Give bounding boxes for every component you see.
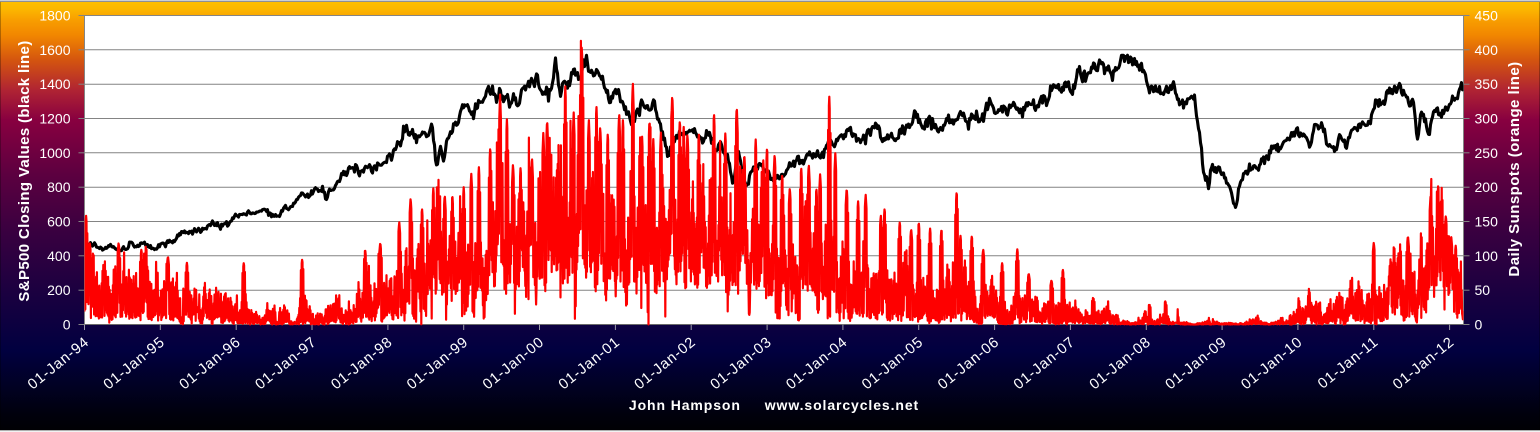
svg-text:400: 400 xyxy=(47,248,71,264)
svg-text:300: 300 xyxy=(1475,111,1499,127)
svg-text:John Hampson www.solarcycl: John Hampson www.solarcycles.net xyxy=(629,397,919,413)
svg-text:50: 50 xyxy=(1475,282,1491,298)
svg-text:250: 250 xyxy=(1475,145,1499,161)
svg-text:1000: 1000 xyxy=(39,145,70,161)
svg-text:01-Jan-94: 01-Jan-94 xyxy=(25,334,92,393)
svg-text:150: 150 xyxy=(1475,214,1499,230)
svg-text:01-Jan-12: 01-Jan-12 xyxy=(1390,334,1457,393)
svg-text:01-Jan-11: 01-Jan-11 xyxy=(1315,334,1382,392)
svg-text:1200: 1200 xyxy=(39,111,70,127)
svg-text:01-Jan-07: 01-Jan-07 xyxy=(1011,334,1078,393)
svg-text:01-Jan-10: 01-Jan-10 xyxy=(1238,334,1305,393)
svg-text:100: 100 xyxy=(1475,248,1499,264)
svg-text:01-Jan-95: 01-Jan-95 xyxy=(101,334,168,393)
svg-text:200: 200 xyxy=(1475,179,1499,195)
svg-text:200: 200 xyxy=(47,282,71,298)
svg-text:01-Jan-01: 01-Jan-01 xyxy=(556,334,623,393)
svg-text:0: 0 xyxy=(63,317,71,333)
svg-text:01-Jan-99: 01-Jan-99 xyxy=(404,334,471,393)
svg-text:01-Jan-08: 01-Jan-08 xyxy=(1087,334,1154,393)
svg-text:400: 400 xyxy=(1475,42,1499,58)
svg-text:01-Jan-03: 01-Jan-03 xyxy=(708,334,775,393)
svg-text:350: 350 xyxy=(1475,76,1499,92)
svg-text:01-Jan-05: 01-Jan-05 xyxy=(859,334,926,393)
svg-text:01-Jan-06: 01-Jan-06 xyxy=(935,334,1002,393)
svg-text:0: 0 xyxy=(1475,317,1483,333)
svg-text:450: 450 xyxy=(1475,8,1499,24)
svg-text:01-Jan-09: 01-Jan-09 xyxy=(1163,334,1230,393)
svg-text:01-Jan-00: 01-Jan-00 xyxy=(480,334,547,393)
svg-text:01-Jan-02: 01-Jan-02 xyxy=(632,334,699,393)
svg-text:01-Jan-96: 01-Jan-96 xyxy=(177,334,244,393)
svg-text:01-Jan-98: 01-Jan-98 xyxy=(328,334,395,393)
svg-text:800: 800 xyxy=(47,179,71,195)
svg-text:1400: 1400 xyxy=(39,76,70,92)
svg-text:01-Jan-04: 01-Jan-04 xyxy=(783,334,850,393)
svg-text:01-Jan-97: 01-Jan-97 xyxy=(253,334,320,393)
svg-text:1600: 1600 xyxy=(39,42,70,58)
svg-text:S&P500 Closing Values (black l: S&P500 Closing Values (black line) xyxy=(16,40,33,301)
svg-text:Daily Sunspots (orange line): Daily Sunspots (orange line) xyxy=(1506,61,1523,276)
svg-text:600: 600 xyxy=(47,214,71,230)
svg-text:1800: 1800 xyxy=(39,8,70,24)
